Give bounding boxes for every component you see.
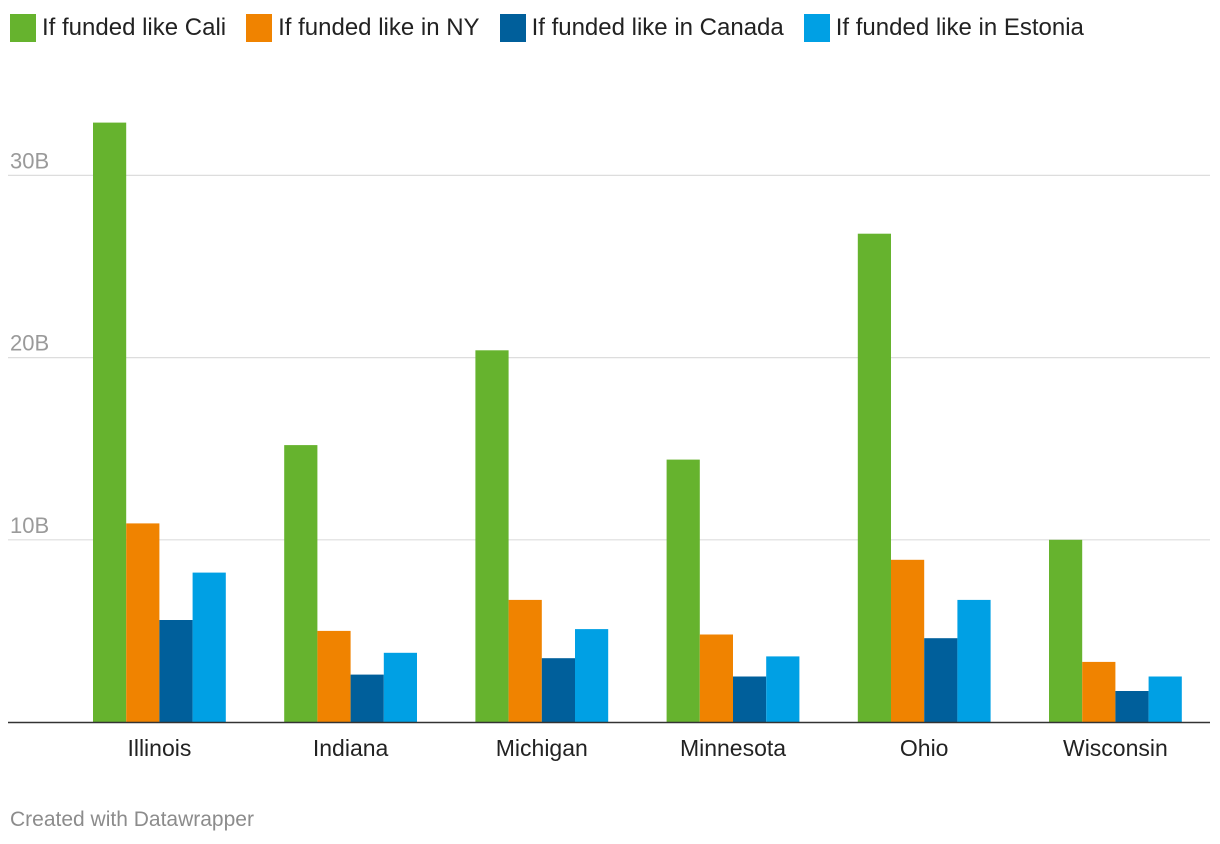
- bar: [159, 620, 193, 722]
- bar: [1115, 691, 1149, 722]
- bar: [1148, 676, 1182, 722]
- legend-item: If funded like in Estonia: [803, 14, 1084, 42]
- legend-label: If funded like Cali: [42, 14, 227, 41]
- legend-swatch: [10, 14, 36, 42]
- y-tick-label: 30B: [10, 148, 49, 173]
- legend-item: If funded like Cali: [10, 14, 226, 42]
- bar: [192, 572, 226, 722]
- y-tick-label: 10B: [10, 513, 49, 538]
- bar: [699, 634, 733, 722]
- bar: [575, 629, 609, 722]
- bar: [857, 233, 891, 722]
- legend-swatch: [246, 14, 273, 42]
- legend-label: If funded like in NY: [278, 14, 480, 41]
- bars: [93, 122, 1182, 723]
- bar: [924, 638, 958, 722]
- legend-label: If funded like in Estonia: [835, 14, 1084, 41]
- bar: [1049, 539, 1083, 722]
- y-tick-label: 20B: [10, 331, 49, 356]
- bar: [93, 122, 127, 723]
- bar: [508, 599, 542, 722]
- x-tick-label: Wisconsin: [1063, 735, 1168, 761]
- x-tick-label: Indiana: [313, 735, 389, 761]
- bar: [317, 630, 351, 722]
- legend-item: If funded like in Canada: [499, 14, 784, 42]
- legend-label: If funded like in Canada: [531, 14, 784, 41]
- bar: [350, 674, 384, 722]
- bar: [666, 459, 700, 722]
- bar: [957, 599, 991, 722]
- bar: [383, 652, 417, 722]
- credit-text: Created with Datawrapper: [10, 808, 254, 831]
- legend-swatch: [803, 14, 830, 42]
- x-tick-label: Minnesota: [680, 735, 786, 761]
- x-tick-label: Illinois: [127, 735, 191, 761]
- legend-item: If funded like in NY: [246, 14, 480, 42]
- bar: [284, 445, 318, 722]
- gridlines: 10B 20B 30B: [8, 148, 1210, 541]
- x-axis: Illinois Indiana Michigan Minnesota Ohio Wisc…: [8, 721, 1210, 761]
- bar: [1082, 661, 1116, 722]
- chart-legend: If funded like Cali If funded like in NY I…: [10, 12, 1104, 44]
- bar: [766, 656, 800, 722]
- bar: [126, 523, 160, 722]
- bar: [733, 676, 767, 722]
- x-tick-label: Ohio: [900, 735, 949, 761]
- bar: [475, 350, 509, 722]
- bar: [891, 559, 925, 722]
- bar: [541, 658, 575, 722]
- legend-swatch: [499, 14, 526, 42]
- x-tick-label: Michigan: [496, 735, 588, 761]
